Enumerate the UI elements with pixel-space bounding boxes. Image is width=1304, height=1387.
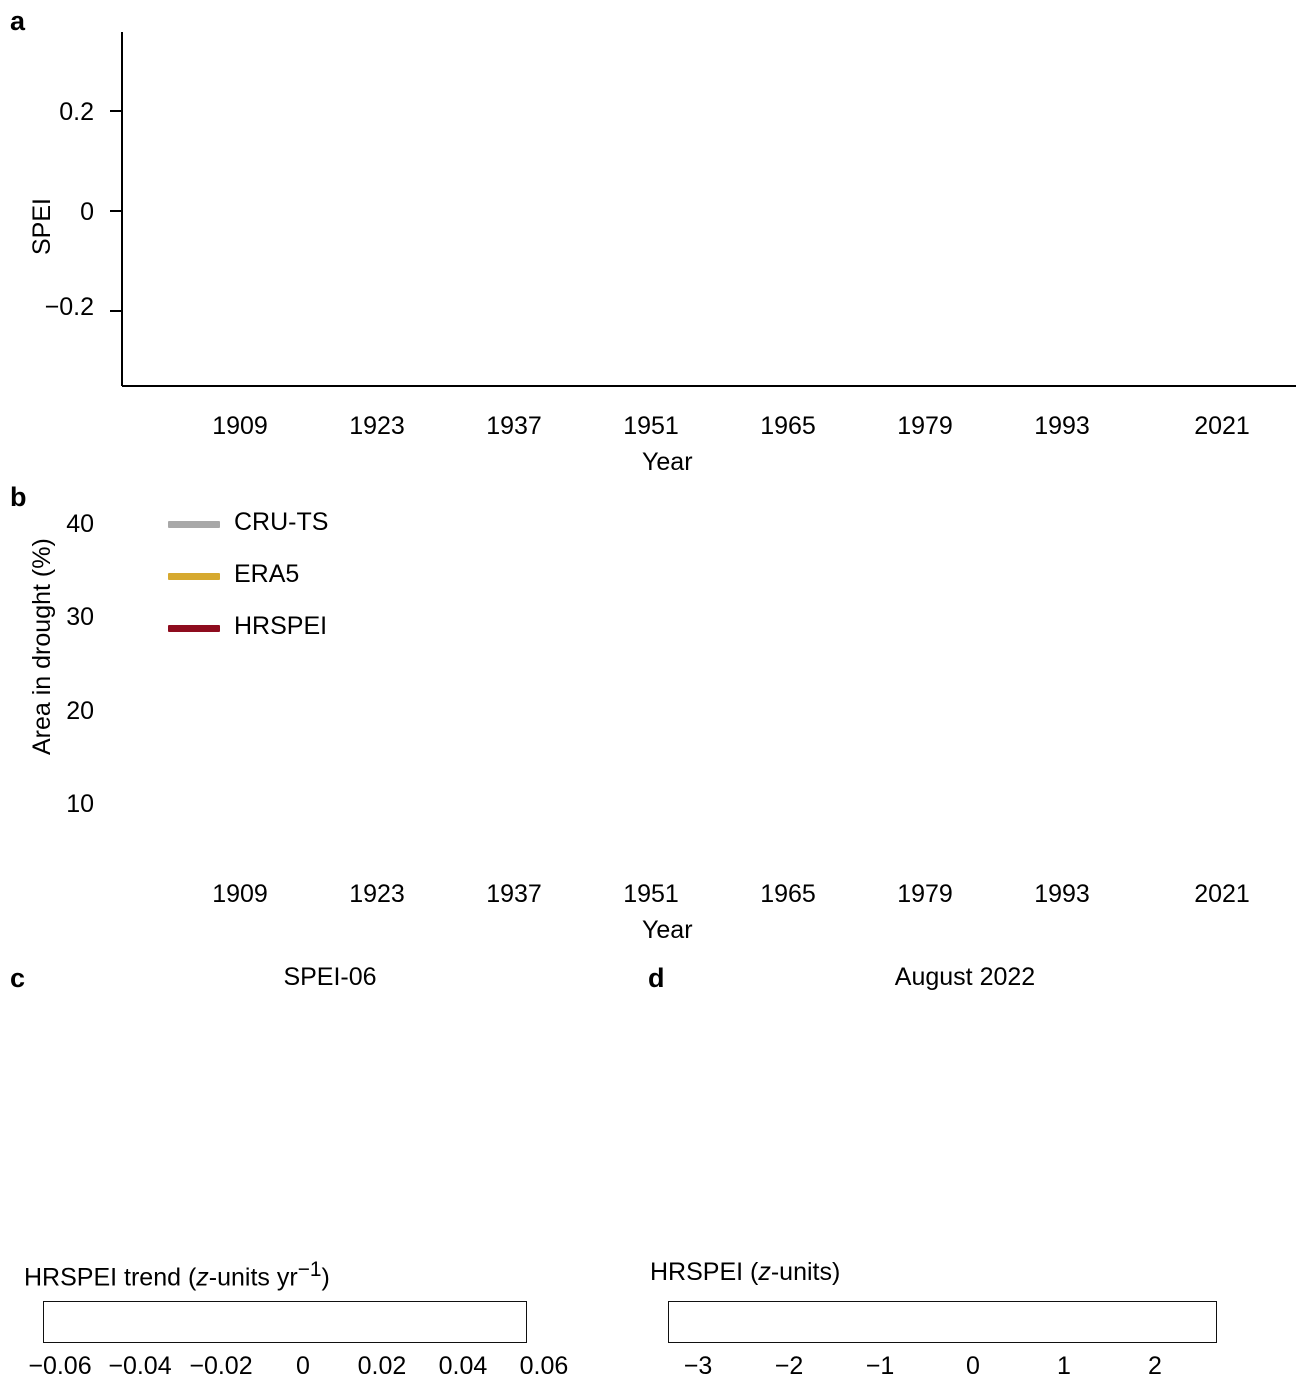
panel-b-xtick-0: 1909 xyxy=(212,880,268,908)
panel-c-cb-label-0: −0.06 xyxy=(28,1352,92,1380)
panel-b-xtick-8: 2021 xyxy=(1194,880,1250,908)
panel-b-xtick-5: 1979 xyxy=(897,880,953,908)
panel-a-letter: a xyxy=(10,6,26,36)
panel-a-xtick-2: 1937 xyxy=(486,412,542,440)
panel-d-cb-label-0: −3 xyxy=(683,1352,713,1380)
panel-a-xtick-6: 1993 xyxy=(1034,412,1090,440)
panel-d-cb-label-5: 2 xyxy=(1148,1352,1162,1380)
panel-c-cb-label-4: 0.02 xyxy=(357,1352,407,1380)
panel-d-cb-label-2: −1 xyxy=(865,1352,895,1380)
legend-label-hrspei: HRSPEI xyxy=(234,612,328,640)
panel-b-xlabel: Year xyxy=(642,916,693,944)
panel-a-xtick-8: 2021 xyxy=(1194,412,1250,440)
panel-b-xtick-6: 1993 xyxy=(1034,880,1090,908)
panel-b-xtick-2: 1937 xyxy=(486,880,542,908)
panel-c-cb-label-5: 0.04 xyxy=(438,1352,488,1380)
panel-b-ytick-1: 30 xyxy=(66,603,94,631)
panel-d-cb-label-1: −2 xyxy=(774,1352,804,1380)
panel-a-ytick-0: 0.2 xyxy=(59,98,94,126)
panel-b-ytick-3: 10 xyxy=(66,790,94,818)
panel-b-ytick-2: 20 xyxy=(66,697,94,725)
panel-a-ytick-2: −0.2 xyxy=(44,293,94,321)
panel-d-title: August 2022 xyxy=(894,963,1036,991)
panel-b-xtick-1: 1923 xyxy=(349,880,405,908)
panel-c-cb-label-6: 0.06 xyxy=(519,1352,569,1380)
legend-swatch-cru-ts xyxy=(168,521,220,528)
panel-c-cb-label-3: 0 xyxy=(296,1352,310,1380)
panel-b-letter: b xyxy=(10,482,27,512)
panel-d-colorbar xyxy=(668,1301,1217,1343)
panel-c-cb-label-2: −0.02 xyxy=(189,1352,253,1380)
panel-d-cb-label-3: 0 xyxy=(966,1352,980,1380)
panel-d-letter: d xyxy=(648,963,665,993)
panel-a-plot xyxy=(110,32,1296,387)
panel-c-letter: c xyxy=(10,963,26,993)
panel-a-xlabel: Year xyxy=(642,448,693,476)
panel-a-xtick-1: 1923 xyxy=(349,412,405,440)
legend-swatch-era5 xyxy=(168,573,220,580)
panel-d-colorbar-title: HRSPEI (z-units) xyxy=(650,1258,841,1286)
panel-b-xtick-3: 1951 xyxy=(623,880,679,908)
panel-d-cb-label-4: 1 xyxy=(1057,1352,1071,1380)
legend-label-era5: ERA5 xyxy=(234,560,300,588)
panel-a-xtick-4: 1965 xyxy=(760,412,816,440)
legend-label-cru-ts: CRU-TS xyxy=(234,508,329,536)
panel-b-ytick-0: 40 xyxy=(66,510,94,538)
panel-c-colorbar-title: HRSPEI trend (z-units yr−1) xyxy=(24,1258,330,1292)
panel-a-xtick-0: 1909 xyxy=(212,412,268,440)
panel-a-xtick-3: 1951 xyxy=(623,412,679,440)
panel-b-plot xyxy=(0,490,1304,870)
panel-d-map xyxy=(655,1000,1275,1230)
panel-b-xtick-4: 1965 xyxy=(760,880,816,908)
panel-a-xtick-5: 1979 xyxy=(897,412,953,440)
panel-a-ytick-1: 0 xyxy=(80,198,94,226)
panel-c-title: SPEI-06 xyxy=(283,963,377,991)
panel-c-cb-label-1: −0.04 xyxy=(108,1352,172,1380)
panel-c-map xyxy=(30,1000,650,1230)
panel-c-colorbar xyxy=(43,1301,527,1343)
legend-swatch-hrspei xyxy=(168,625,220,632)
